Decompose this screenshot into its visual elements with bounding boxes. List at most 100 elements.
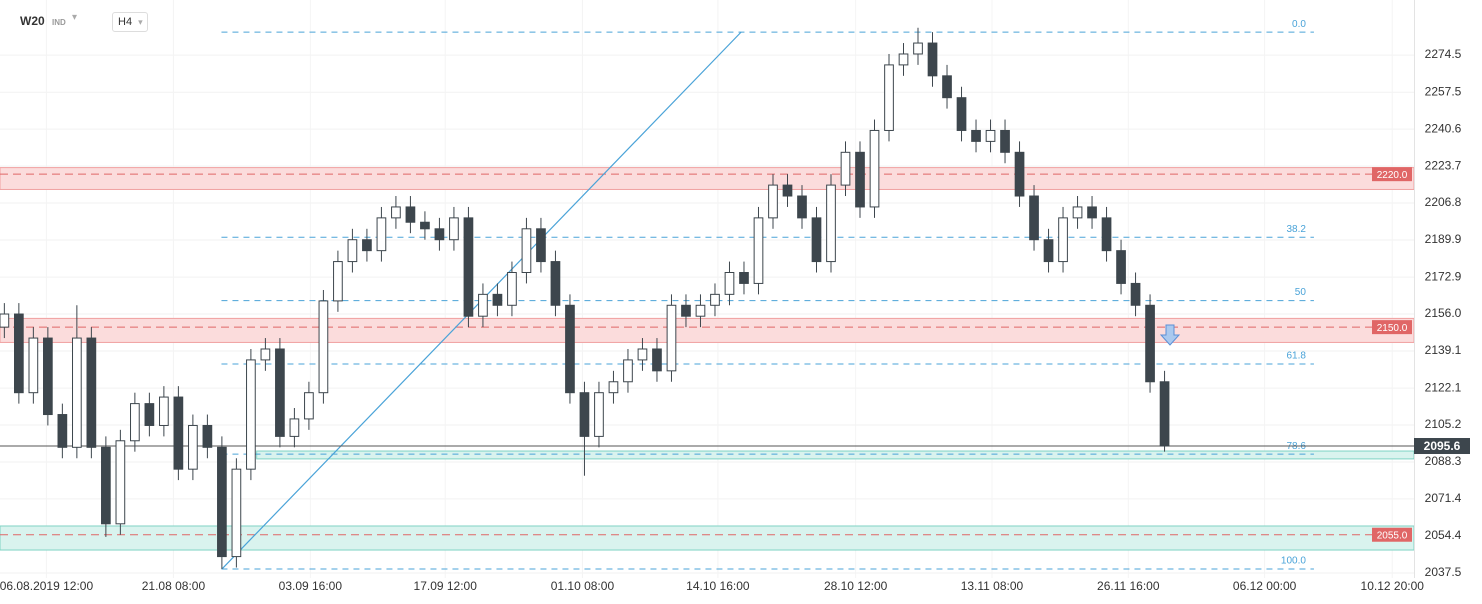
candle-body: [1000, 129, 1010, 153]
candle-body: [347, 239, 358, 263]
y-tick-label: 2189.9: [1425, 232, 1462, 246]
candle-body: [768, 184, 778, 219]
candle-body: [623, 359, 633, 383]
candle-body: [1014, 151, 1025, 197]
candle-body: [391, 206, 401, 219]
candle-body: [318, 300, 329, 394]
candle-body: [333, 261, 343, 302]
candle-body: [1058, 217, 1068, 263]
interval: H4: [118, 16, 133, 28]
candle-body: [550, 261, 561, 306]
candle-body: [304, 392, 314, 420]
fib-level-label: 100.0: [1281, 556, 1306, 567]
candle-body: [1145, 304, 1155, 383]
x-tick-label: 26.11 16:00: [1097, 579, 1160, 593]
candle-body: [420, 221, 430, 230]
zone: [0, 167, 1415, 190]
symbol-dropdown[interactable]: ▾: [72, 12, 78, 23]
candle-body: [159, 396, 169, 426]
candle-body: [985, 129, 996, 142]
candle-body: [202, 424, 213, 448]
candle-body: [971, 129, 981, 142]
candle-body: [405, 206, 416, 223]
candle-body: [362, 239, 372, 252]
candle-body: [1159, 381, 1170, 447]
candle-body: [956, 97, 967, 131]
candle-body: [898, 53, 909, 66]
x-tick-label: 06.08.2019 12:00: [0, 579, 93, 593]
candle-body: [463, 217, 474, 317]
candle-body: [173, 396, 184, 470]
candle-body: [739, 272, 749, 284]
candle-body: [782, 184, 793, 197]
candle-body: [666, 304, 677, 372]
x-tick-label: 13.11 08:00: [961, 579, 1024, 593]
candle-body: [115, 440, 126, 525]
candle-body: [57, 414, 68, 448]
candle-body: [246, 359, 256, 470]
candle-body: [231, 468, 242, 558]
candle-body: [260, 348, 271, 361]
candle-body: [492, 293, 503, 306]
last-price-label: 2095.6: [1424, 439, 1461, 453]
y-tick-label: 2071.4: [1425, 491, 1462, 505]
candle-body: [1043, 239, 1054, 263]
y-tick-label: 2257.5: [1425, 84, 1462, 98]
y-tick-label: 2088.3: [1425, 454, 1462, 468]
candle-body: [275, 348, 285, 437]
fib-level-label: 61.8: [1286, 351, 1306, 362]
x-tick-label: 03.09 16:00: [279, 579, 343, 593]
candle-body: [565, 304, 575, 394]
candle-body: [144, 403, 155, 426]
y-tick-label: 2139.1: [1425, 343, 1462, 357]
candle-body: [695, 304, 706, 317]
candle-body: [855, 151, 865, 208]
x-tick-label: 10.12 20:00: [1361, 579, 1425, 593]
down-arrow-icon: [1159, 324, 1181, 346]
symbol: W20: [20, 14, 45, 28]
fib-level-label: 50: [1295, 287, 1307, 298]
candle-body: [753, 217, 764, 284]
candle-body: [681, 304, 691, 317]
candle-body: [101, 446, 111, 525]
y-tick-label: 2156.0: [1425, 306, 1462, 320]
candle-body: [724, 272, 735, 295]
candle-body: [1101, 217, 1112, 252]
candle-body: [28, 337, 39, 394]
y-tick-label: 2037.5: [1425, 565, 1462, 579]
candle-body: [188, 424, 198, 470]
candle-body: [826, 184, 836, 263]
y-tick-label: 2240.6: [1425, 121, 1462, 135]
candle-body: [14, 313, 24, 394]
candle-body: [637, 348, 648, 361]
candle-body: [811, 217, 822, 263]
candle-body: [579, 392, 590, 437]
candle-body: [594, 392, 604, 437]
candle-body: [1029, 195, 1039, 241]
interval-select[interactable]: H4 ▾: [112, 12, 148, 32]
candle-body: [86, 337, 97, 448]
candle-body: [927, 42, 938, 77]
candle-body: [43, 337, 53, 416]
candle-body: [536, 228, 546, 263]
zone-level-label: 2055.0: [1377, 530, 1408, 541]
zone-level-label: 2150.0: [1377, 323, 1408, 334]
candle-body: [72, 337, 82, 448]
x-tick-label: 21.08 08:00: [142, 579, 206, 593]
zone: [0, 317, 1415, 343]
fib-level-label: 38.2: [1286, 224, 1306, 235]
x-tick-label: 28.10 12:00: [824, 579, 888, 593]
x-tick-label: 06.12 00:00: [1233, 579, 1297, 593]
candle-body: [869, 129, 880, 208]
y-tick-label: 2172.9: [1425, 269, 1462, 283]
y-tick-label: 2054.4: [1425, 528, 1462, 542]
candle-body: [797, 195, 807, 219]
zone: [0, 525, 1415, 551]
x-tick-label: 17.09 12:00: [414, 579, 478, 593]
last-price-tag: [1414, 438, 1470, 455]
